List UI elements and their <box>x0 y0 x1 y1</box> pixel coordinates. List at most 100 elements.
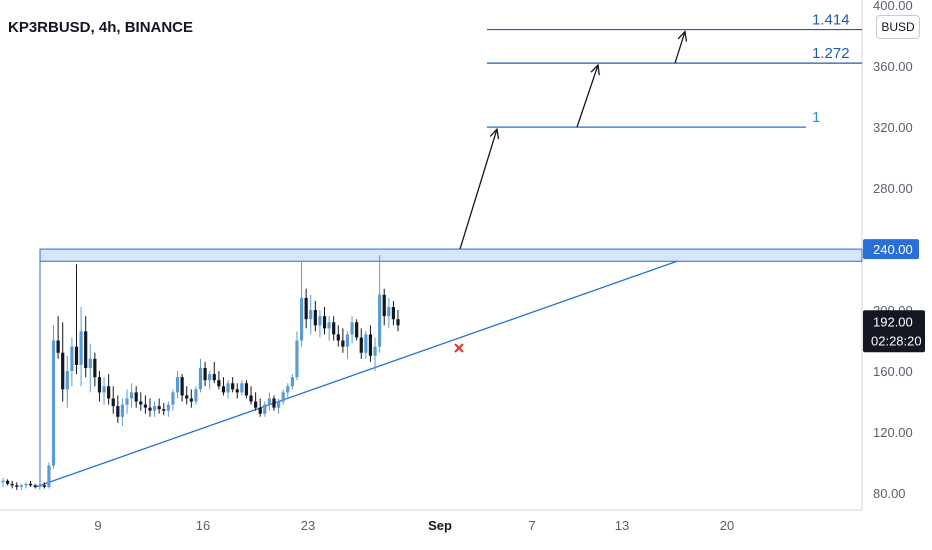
candle <box>116 395 120 423</box>
candle <box>345 331 350 359</box>
candle <box>157 398 161 414</box>
candle <box>1 477 5 487</box>
candle <box>19 483 23 490</box>
candle <box>341 328 345 353</box>
candle <box>97 371 102 402</box>
candle <box>318 310 322 338</box>
candle <box>134 386 138 408</box>
fib-level-label: 1 <box>812 109 820 126</box>
candle <box>373 337 377 372</box>
candle <box>309 294 313 335</box>
candle <box>84 316 88 378</box>
candle <box>359 328 363 359</box>
fibonacci-extension-levels[interactable]: 1 1.272 1.414 <box>487 12 862 128</box>
candle <box>281 389 285 405</box>
candle <box>327 316 331 341</box>
time-tick-label: 16 <box>196 518 210 533</box>
time-tick-label: 9 <box>94 518 101 533</box>
candle <box>368 325 373 362</box>
candle <box>322 307 327 335</box>
last-price-badge <box>863 310 925 353</box>
chart-title: KP3RBUSD, 4h, BINANCE <box>8 19 194 36</box>
resistance-price-badge <box>863 239 919 260</box>
candle <box>355 319 359 341</box>
candle <box>143 395 147 414</box>
candle <box>336 325 340 347</box>
candle <box>70 337 74 387</box>
price-tick-label: 160.00 <box>873 364 913 379</box>
price-tick-label: 120.00 <box>873 425 913 440</box>
arrow[interactable] <box>459 127 500 250</box>
candle <box>387 297 391 329</box>
candle <box>396 310 400 332</box>
time-tick-label: 13 <box>615 518 629 533</box>
candlestick-series <box>1 255 400 490</box>
candle <box>304 288 308 329</box>
fib-level-label: 1.272 <box>812 45 850 62</box>
time-tick-label: Sep <box>428 518 452 533</box>
candle <box>295 331 299 381</box>
candle <box>244 380 249 399</box>
candle <box>254 392 258 411</box>
candle <box>79 307 83 387</box>
candle <box>267 392 271 411</box>
candle <box>286 383 290 399</box>
candle <box>378 255 382 353</box>
candle <box>180 374 184 402</box>
candle <box>171 389 175 411</box>
invalidation-x-icon <box>454 343 464 353</box>
candle <box>350 316 354 344</box>
price-axis-ticks: 80.00 120.00 160.00 280.00 320.00 360.00 400.0… <box>873 0 913 501</box>
candle <box>107 374 111 405</box>
candle <box>299 261 304 347</box>
candle <box>217 371 221 390</box>
candle <box>5 479 10 486</box>
time-tick-label: 7 <box>528 518 535 533</box>
candle <box>125 389 129 414</box>
candle <box>15 482 19 490</box>
candle <box>130 383 134 408</box>
candle <box>10 480 14 489</box>
price-tick-label: 360.00 <box>873 59 913 74</box>
fib-level-label: 1.414 <box>812 12 850 29</box>
candle <box>65 355 69 408</box>
candle <box>364 331 368 359</box>
resistance-price-label: 240.00 <box>873 242 913 257</box>
resistance-zone[interactable] <box>39 248 863 262</box>
candle <box>198 358 203 393</box>
arrow[interactable] <box>576 63 600 128</box>
candle <box>221 377 226 396</box>
price-tick-label: 280.00 <box>873 181 913 196</box>
candle <box>290 374 294 390</box>
currency-badge[interactable]: BUSD <box>876 15 920 39</box>
candle <box>166 401 170 417</box>
candle <box>38 483 42 490</box>
candle <box>313 300 317 332</box>
candle <box>231 377 235 393</box>
candle <box>152 401 157 417</box>
candle <box>249 386 253 405</box>
bar-countdown: 02:28:20 <box>871 333 922 348</box>
candle <box>276 398 281 414</box>
candle <box>61 322 65 402</box>
candle <box>235 383 239 399</box>
candle <box>226 380 230 399</box>
last-price-value: 192.00 <box>873 314 913 329</box>
candle <box>51 325 56 469</box>
candle <box>56 316 60 359</box>
projection-arrows[interactable] <box>459 30 688 250</box>
ascending-trendline[interactable] <box>35 260 678 488</box>
candle <box>47 462 51 489</box>
candle <box>258 398 262 417</box>
time-axis-ticks: 9 16 23 Sep 7 13 20 <box>94 518 734 533</box>
price-tick-label: 320.00 <box>873 120 913 135</box>
candle <box>33 483 37 489</box>
time-tick-label: 23 <box>301 518 315 533</box>
candle <box>382 288 386 326</box>
candle <box>185 386 189 405</box>
candle <box>162 403 166 416</box>
candle <box>120 398 125 426</box>
arrow[interactable] <box>674 30 688 64</box>
candle <box>263 401 267 417</box>
